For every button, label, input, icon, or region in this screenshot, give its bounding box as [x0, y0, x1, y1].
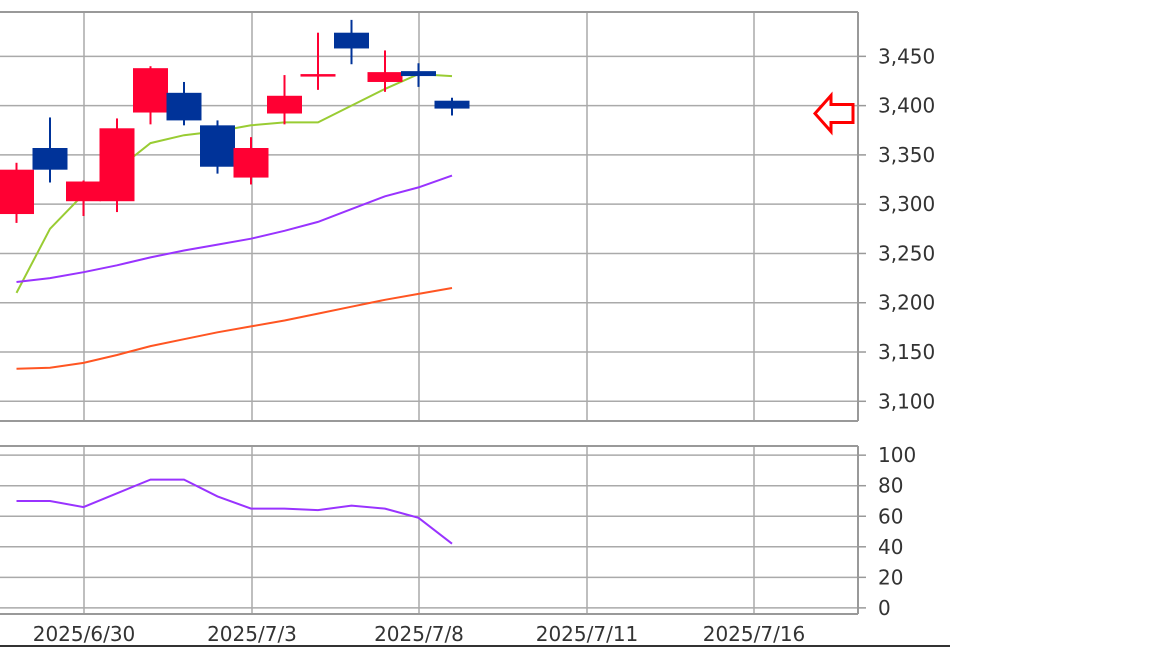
- arrow-shape: [812, 91, 855, 136]
- y-tick-label: 3,300: [878, 192, 935, 216]
- y-tick-label: 3,150: [878, 340, 935, 364]
- y-tick-label: 3,400: [878, 94, 935, 118]
- candle-body: [334, 32, 369, 49]
- candle-body: [267, 95, 302, 114]
- y-tick-label: 3,250: [878, 241, 935, 265]
- candle-body: [32, 148, 68, 170]
- y-tick-label: 3,200: [878, 291, 935, 315]
- candle-body: [99, 128, 135, 202]
- x-tick-label: 2025/7/3: [207, 622, 297, 646]
- moving-average-lines: [15, 73, 453, 370]
- y-tick-label: 80: [878, 474, 903, 498]
- oscillator-panel-grid: [0, 446, 858, 614]
- candle-body: [300, 74, 336, 77]
- oscillator-series-1: [16, 478, 453, 545]
- x-tick-label: 2025/7/11: [536, 622, 639, 646]
- candle-body: [66, 181, 101, 202]
- candle-body: [0, 169, 34, 215]
- oscillator-panel-frame: [0, 445, 859, 615]
- series-line-2: [16, 174, 453, 283]
- oscillator-line: [16, 478, 453, 545]
- oscillator-axis: 0 20 40 60 80 100: [858, 443, 916, 620]
- x-tick-label: 2025/7/16: [703, 622, 806, 646]
- candle-body: [200, 125, 235, 167]
- x-tick-label: 2025/6/30: [33, 622, 136, 646]
- y-tick-label: 0: [878, 596, 891, 620]
- price-panel-frame: [0, 11, 859, 422]
- candle-body: [133, 68, 168, 113]
- x-tick-label: 2025/7/8: [374, 622, 464, 646]
- y-tick-label: 60: [878, 504, 903, 528]
- date-axis: 2025/6/30 2025/7/3 2025/7/8 2025/7/11 2025/7…: [0, 622, 950, 647]
- current-price-arrow-icon: [812, 91, 855, 136]
- series-line-3: [16, 287, 453, 370]
- candle-body: [434, 100, 470, 109]
- y-tick-label: 100: [878, 443, 916, 467]
- y-tick-label: 3,450: [878, 44, 935, 68]
- price-axis: 3,100 3,150 3,200 3,250 3,300 3,350 3,400 3,450: [858, 44, 935, 413]
- candle-body: [367, 72, 403, 82]
- candle-body: [166, 92, 202, 121]
- candlesticks: [0, 19, 470, 223]
- y-tick-label: 3,100: [878, 389, 935, 413]
- y-tick-label: 3,350: [878, 143, 935, 167]
- y-tick-label: 40: [878, 535, 903, 559]
- candle-body: [233, 148, 269, 178]
- y-tick-label: 20: [878, 565, 903, 589]
- candle-body: [401, 71, 436, 77]
